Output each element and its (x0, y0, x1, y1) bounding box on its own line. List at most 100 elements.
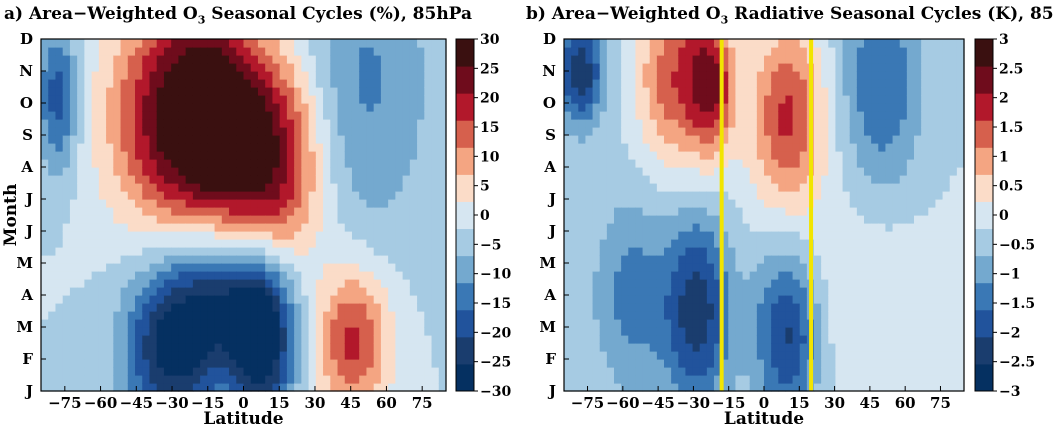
heatmap-cell (424, 111, 433, 120)
heatmap-cell (135, 327, 143, 336)
heatmap-cell (149, 191, 158, 200)
heatmap-cell (899, 239, 908, 248)
heatmap-cell (424, 215, 433, 224)
heatmap-cell (578, 327, 587, 336)
heatmap-cell (899, 287, 908, 296)
heatmap-cell (156, 207, 165, 216)
heatmap-cell (814, 319, 822, 328)
heatmap-cell (120, 183, 129, 192)
heatmap-cell (564, 327, 572, 336)
heatmap-cell (792, 303, 801, 312)
heatmap-cell (878, 367, 887, 376)
heatmap-cell (792, 335, 801, 344)
heatmap-cell (84, 295, 93, 304)
heatmap-cell (578, 255, 587, 264)
heatmap-cell (163, 311, 172, 320)
heatmap-cell (799, 351, 808, 360)
heatmap-cell (308, 111, 317, 120)
heatmap-cell (614, 87, 622, 96)
heatmap-cell (564, 263, 572, 272)
heatmap-cell (678, 247, 687, 256)
heatmap-cell (417, 47, 425, 56)
heatmap-cell (564, 47, 572, 56)
colorbar-segment (456, 39, 474, 67)
heatmap-cell (359, 327, 368, 336)
heatmap-cell (380, 319, 389, 328)
heatmap-cell (48, 223, 57, 232)
heatmap-cell (892, 207, 901, 216)
heatmap-cell (856, 39, 865, 48)
heatmap-cell (928, 199, 937, 208)
heatmap-cell (171, 359, 180, 368)
heatmap-cell (344, 191, 353, 200)
heatmap-cell (849, 135, 858, 144)
heatmap-cell (91, 231, 100, 240)
heatmap-cell (279, 367, 288, 376)
heatmap-cell (706, 231, 715, 240)
heatmap-cell (671, 359, 679, 368)
heatmap-cell (308, 191, 317, 200)
heatmap-cell (921, 303, 929, 312)
heatmap-cell (323, 359, 331, 368)
heatmap-cell (571, 223, 579, 232)
heatmap-cell (578, 79, 587, 88)
heatmap-cell (163, 295, 172, 304)
heatmap-cell (171, 367, 180, 376)
heatmap-cell (279, 335, 288, 344)
heatmap-cell (764, 367, 772, 376)
heatmap-cell (48, 47, 57, 56)
heatmap-cell (856, 159, 865, 168)
heatmap-cell (69, 175, 78, 184)
heatmap-cell (685, 135, 694, 144)
heatmap-cell (417, 167, 425, 176)
heatmap-cell (814, 119, 822, 128)
heatmap-cell (402, 247, 411, 256)
heatmap-cell (135, 231, 143, 240)
heatmap-cell (814, 151, 822, 160)
heatmap-cell (113, 103, 122, 112)
heatmap-cell (279, 47, 288, 56)
heatmap-cell (185, 287, 194, 296)
heatmap-cell (373, 311, 382, 320)
heatmap-cell (344, 39, 353, 48)
heatmap-cell (265, 183, 274, 192)
heatmap-cell (935, 127, 944, 136)
heatmap-cell (606, 223, 615, 232)
heatmap-cell (55, 143, 64, 152)
heatmap-cell (949, 223, 958, 232)
heatmap-cell (935, 335, 944, 344)
heatmap-cell (98, 175, 107, 184)
heatmap-cell (571, 375, 579, 384)
heatmap-cell (814, 303, 822, 312)
heatmap-cell (942, 175, 951, 184)
heatmap-cell (265, 103, 274, 112)
heatmap-cell (229, 319, 237, 328)
heatmap-cell (142, 351, 151, 360)
heatmap-cell (163, 287, 172, 296)
heatmap-cell (380, 111, 389, 120)
heatmap-cell (614, 247, 622, 256)
heatmap-cell (279, 55, 288, 64)
heatmap-cell (171, 143, 180, 152)
heatmap-cell (323, 95, 331, 104)
heatmap-cell (721, 167, 729, 176)
heatmap-cell (142, 71, 151, 80)
heatmap-cell (864, 287, 872, 296)
heatmap-cell (899, 247, 908, 256)
heatmap-cell (714, 95, 722, 104)
heatmap-cell (127, 367, 136, 376)
heatmap-cell (678, 55, 687, 64)
heatmap-cell (649, 207, 658, 216)
heatmap-cell (135, 247, 143, 256)
heatmap-cell (921, 127, 929, 136)
heatmap-cell (821, 175, 829, 184)
heatmap-cell (214, 111, 223, 120)
heatmap-cell (856, 303, 865, 312)
heatmap-cell (308, 319, 317, 328)
heatmap-cell (91, 135, 100, 144)
heatmap-cell (424, 271, 433, 280)
heatmap-cell (906, 223, 915, 232)
heatmap-cell (207, 135, 216, 144)
heatmap-cell (402, 263, 411, 272)
heatmap-cell (272, 287, 281, 296)
